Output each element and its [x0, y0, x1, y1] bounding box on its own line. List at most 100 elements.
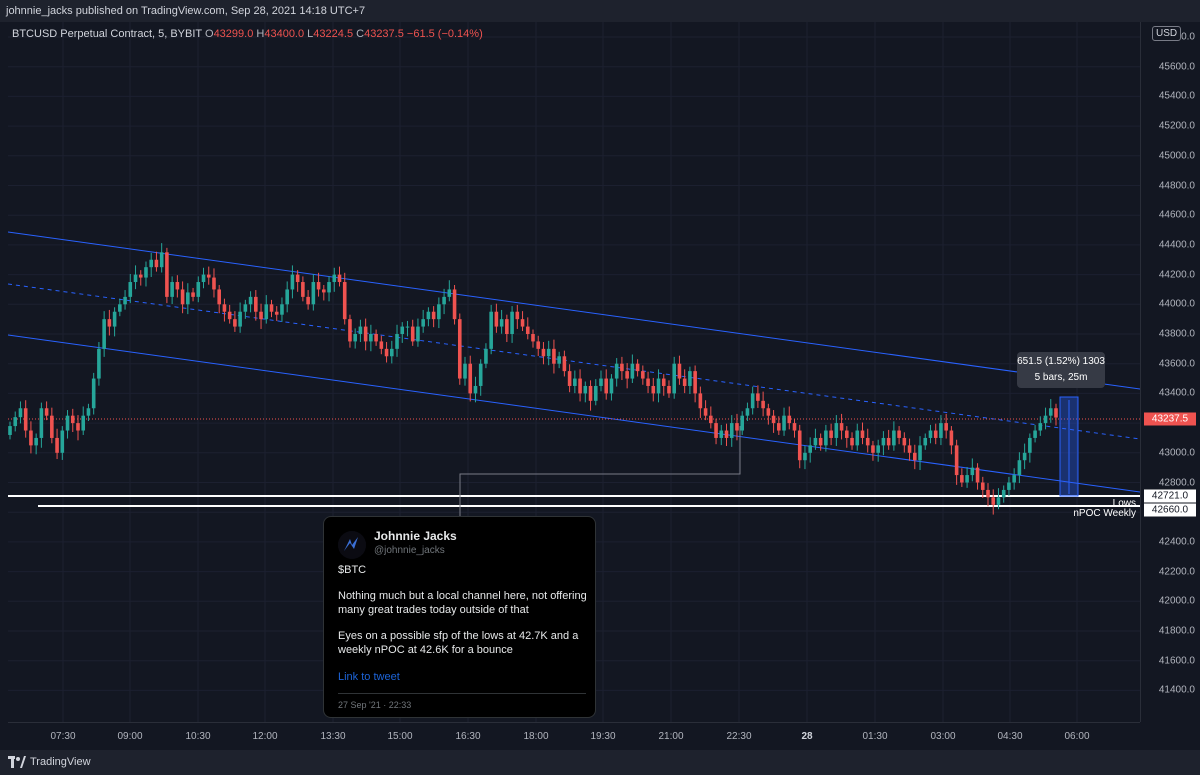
candle [34, 433, 38, 455]
candle-body [541, 348, 546, 357]
price-tick-label: 45600.0 [1158, 61, 1195, 73]
price-tick-label: 41800.0 [1158, 625, 1195, 637]
tradingview-brand[interactable]: TradingView [30, 756, 91, 768]
candle [369, 324, 373, 352]
candle [531, 329, 535, 348]
candle-body [416, 326, 420, 342]
candle [703, 400, 708, 421]
candle-body [426, 311, 431, 320]
candle-body [348, 319, 352, 342]
price-chart[interactable] [8, 22, 1140, 722]
candle [510, 306, 514, 343]
candle-body [845, 430, 849, 438]
candle [918, 436, 922, 471]
price-tick-label: 43400.0 [1158, 387, 1195, 399]
channel-lower-line[interactable] [8, 334, 1140, 493]
candle-body [635, 363, 640, 372]
candle [269, 299, 274, 318]
candle [133, 265, 138, 290]
candle-body [641, 371, 645, 379]
candle-body [499, 319, 504, 327]
candle-body [719, 430, 724, 438]
candle [871, 440, 875, 461]
candle-body [735, 423, 739, 431]
channel-upper-line[interactable] [8, 231, 1140, 390]
candle [777, 416, 781, 435]
price-tick-label: 45200.0 [1158, 120, 1195, 132]
candle [389, 340, 394, 364]
candle [719, 424, 724, 446]
candle-body [960, 475, 964, 483]
candle [766, 403, 771, 425]
high-value: 43400.0 [264, 28, 305, 40]
candle-body [186, 292, 190, 305]
avatar[interactable] [338, 531, 366, 559]
candle-body [8, 426, 12, 435]
candle-body [170, 282, 174, 297]
high-label: H [256, 28, 265, 40]
symbol-legend: BTCUSD Perpetual Contract, 5, BYBIT O432… [12, 28, 483, 40]
candle-body [761, 400, 765, 409]
candle-body [44, 408, 49, 416]
tweet-paragraph: $BTC [338, 564, 367, 576]
candle [562, 350, 567, 377]
candle-body [379, 341, 384, 349]
price-change: −61.5 (−0.14%) [406, 28, 483, 40]
tweet-paragraph: Nothing much but a local channel here, n… [338, 590, 587, 616]
candle [259, 303, 263, 329]
tweet-author-handle[interactable]: @johnnie_jacks [374, 545, 445, 556]
candle [1054, 403, 1058, 426]
candle [661, 374, 666, 396]
price-tick-label: 44800.0 [1158, 180, 1195, 191]
chart-area[interactable] [8, 22, 1140, 722]
candle-body [238, 311, 242, 327]
price-axis[interactable]: 45800.045600.045400.045200.045000.044800… [1140, 22, 1200, 722]
tweet-author-name[interactable]: Johnnie Jacks [374, 529, 457, 543]
candle [735, 413, 739, 441]
candle [374, 329, 378, 346]
candle [290, 265, 295, 299]
candle [839, 413, 844, 440]
candle-body [954, 445, 959, 476]
candle-body [1048, 408, 1053, 416]
candle [457, 313, 462, 385]
tweet-link[interactable]: Link to tweet [338, 671, 400, 683]
candle [306, 290, 310, 310]
time-tick-label: 21:00 [658, 731, 684, 742]
symbol-name[interactable]: BTCUSD Perpetual Contract, 5, BYBIT [12, 28, 202, 40]
time-axis[interactable]: 07:30 09:00 10:30 12:00 13:30 15:00 16:30 18:00… [8, 722, 1140, 751]
npoc-weekly-label: nPOC Weekly [1073, 508, 1136, 519]
tradingview-logo-icon[interactable] [8, 756, 26, 768]
candle-body [159, 252, 164, 268]
candle [316, 272, 321, 297]
candle [933, 423, 938, 445]
candle-body [583, 385, 588, 394]
candle-body [34, 437, 38, 446]
candle [468, 355, 473, 402]
candle [813, 428, 818, 450]
candle-body [18, 408, 23, 418]
candle-body [353, 334, 357, 342]
candle-body [625, 371, 629, 379]
candle-body [212, 277, 216, 290]
candle-body [442, 296, 446, 305]
published-header: johnnie_jacks published on TradingView.c… [0, 0, 1200, 22]
candle [463, 356, 467, 386]
candle-body [698, 393, 703, 409]
candle [431, 306, 436, 328]
time-tick-label: 28 [801, 731, 813, 742]
channel-mid-line[interactable] [8, 283, 1140, 440]
candle [646, 371, 650, 394]
candle-body [771, 415, 776, 424]
candle [1028, 433, 1032, 463]
candle [892, 421, 896, 451]
candle-body [410, 326, 415, 342]
candle [965, 467, 969, 488]
candle-body [923, 437, 928, 446]
candle-body [1043, 415, 1048, 424]
candle [761, 391, 765, 417]
candle-body [463, 363, 467, 379]
candle [672, 356, 677, 399]
tweet-card[interactable]: Johnnie Jacks @johnnie_jacks $BTC Nothin… [323, 516, 596, 718]
currency-button[interactable]: USD [1152, 26, 1182, 41]
